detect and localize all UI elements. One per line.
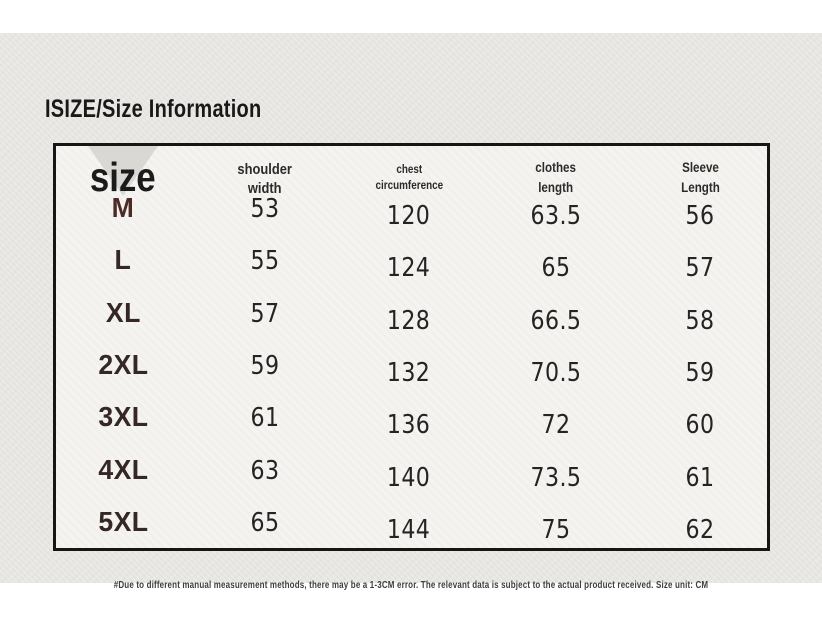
clothes-length-value: 72 bbox=[541, 410, 571, 441]
column-header-sleeve-length: Sleeve Length bbox=[681, 160, 720, 195]
size-label: XL bbox=[105, 296, 141, 328]
column-header-chest-circumference: chest circumference bbox=[375, 164, 443, 192]
size-chart-panel: ISIZE/Size Information size shoulder widt… bbox=[0, 33, 822, 591]
size-table: size shoulder width chest circumference cl… bbox=[53, 143, 770, 551]
size-label: 3XL bbox=[97, 401, 149, 433]
shoulder-width-value: 65 bbox=[250, 507, 280, 538]
shoulder-width-value: 55 bbox=[250, 246, 280, 277]
measurement-note: #Due to different manual measurement met… bbox=[113, 580, 709, 591]
shoulder-width-value: 63 bbox=[250, 455, 280, 486]
sleeve-length-value: 59 bbox=[686, 357, 715, 388]
shoulder-width-value: 61 bbox=[250, 403, 280, 434]
size-label: 4XL bbox=[97, 453, 149, 485]
size-label: 2XL bbox=[97, 348, 149, 380]
sleeve-length-value: 62 bbox=[686, 514, 715, 545]
size-info-title: ISIZE/Size Information bbox=[45, 95, 262, 123]
clothes-length-value: 65 bbox=[541, 253, 571, 284]
sleeve-length-value: 60 bbox=[686, 410, 715, 441]
clothes-length-value: 75 bbox=[541, 514, 571, 545]
watermark-triangle-icon bbox=[88, 146, 158, 196]
column-header-shoulder-width: shoulder width bbox=[237, 161, 293, 197]
chest-circumference-value: 144 bbox=[387, 514, 431, 545]
chest-circumference-value: 140 bbox=[387, 462, 431, 493]
size-label: M bbox=[111, 192, 135, 224]
shoulder-width-value: 57 bbox=[250, 298, 280, 329]
sleeve-length-value: 57 bbox=[686, 253, 715, 284]
chest-circumference-value: 120 bbox=[387, 201, 431, 232]
chest-circumference-value: 136 bbox=[387, 410, 431, 441]
chest-circumference-value: 128 bbox=[387, 305, 431, 336]
clothes-length-value: 66.5 bbox=[530, 305, 582, 336]
column-header-size: size bbox=[90, 154, 156, 200]
shoulder-width-value: 53 bbox=[250, 194, 280, 225]
sleeve-length-value: 56 bbox=[686, 201, 715, 232]
size-label: 5XL bbox=[97, 505, 149, 537]
clothes-length-value: 73.5 bbox=[530, 462, 582, 493]
chest-circumference-value: 124 bbox=[387, 253, 431, 284]
size-label: L bbox=[114, 244, 132, 276]
sleeve-length-value: 58 bbox=[686, 305, 715, 336]
clothes-length-value: 70.5 bbox=[530, 357, 582, 388]
clothes-length-value: 63.5 bbox=[530, 201, 582, 232]
sleeve-length-value: 61 bbox=[686, 462, 715, 493]
size-table-grid: size shoulder width chest circumference cl… bbox=[56, 146, 767, 548]
chest-circumference-value: 132 bbox=[387, 357, 431, 388]
shoulder-width-value: 59 bbox=[250, 350, 280, 381]
column-header-clothes-length: clothes length bbox=[535, 160, 577, 195]
